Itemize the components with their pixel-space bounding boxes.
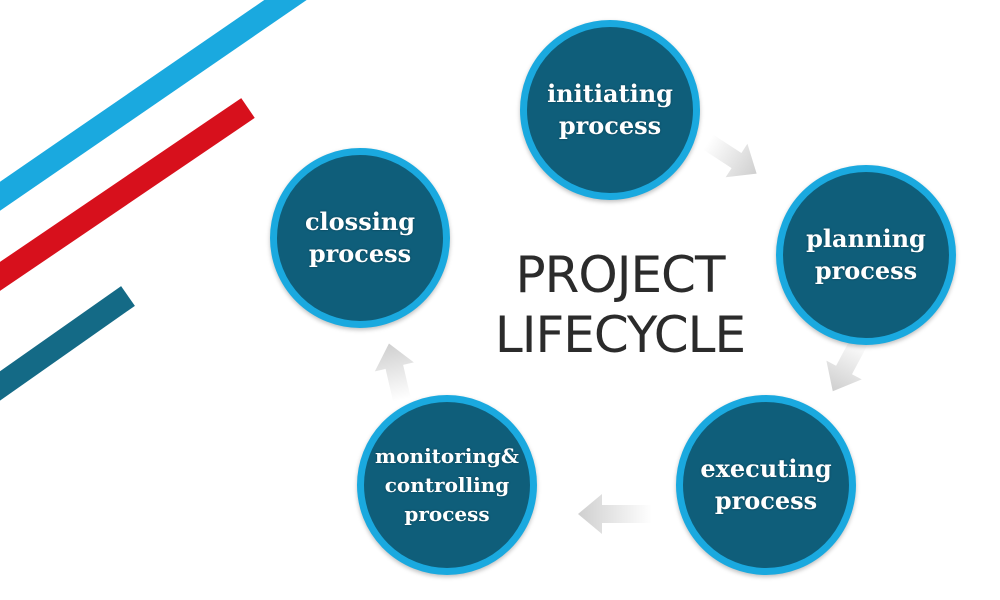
node-monitoring-controlling-process: monitoring& controlling process	[357, 395, 537, 575]
node-label: planning process	[806, 224, 926, 285]
node-label: initiating process	[547, 79, 673, 140]
diagram-title: PROJECT LIFECYCLE	[494, 246, 746, 364]
stripe-red	[0, 98, 255, 291]
stripe-teal	[0, 286, 135, 401]
node-executing-process: executing process	[676, 395, 856, 575]
node-label: monitoring& controlling process	[375, 443, 519, 526]
node-label: executing process	[700, 454, 832, 515]
node-closing-process: clossing process	[270, 148, 450, 328]
node-planning-process: planning process	[776, 165, 956, 345]
node-label: clossing process	[304, 207, 416, 268]
stripe-blue	[0, 0, 307, 211]
node-initiating-process: initiating process	[520, 20, 700, 200]
